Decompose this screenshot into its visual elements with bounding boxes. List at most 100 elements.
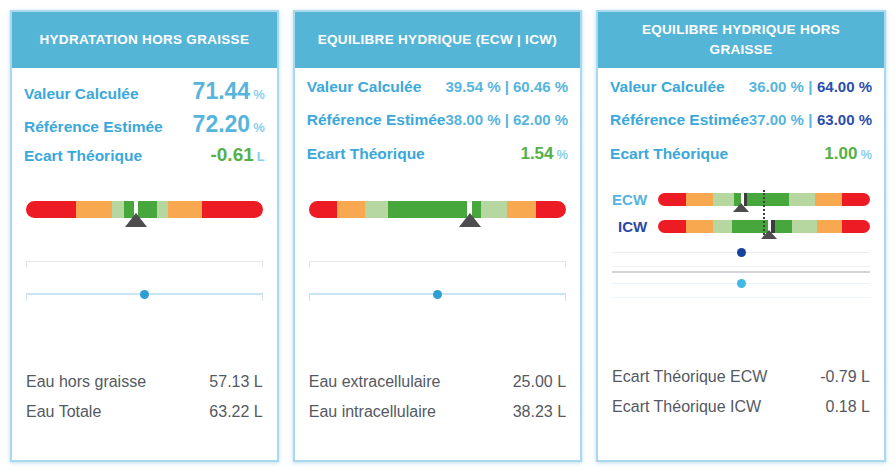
card-body: Valeur Calculée 71.44% Référence Estimée… bbox=[12, 68, 277, 460]
card-body: Valeur Calculée 39.54 % | 60.46 % Référe… bbox=[295, 68, 580, 460]
gauge-bar bbox=[658, 193, 870, 206]
detail-value: 38.23 L bbox=[513, 403, 566, 421]
gauge-segment-orange bbox=[686, 220, 714, 233]
gauge-segment-red bbox=[658, 220, 686, 233]
detail-label: Ecart Théorique ECW bbox=[612, 368, 767, 386]
slider-divider bbox=[612, 271, 870, 273]
ecw-gauge bbox=[658, 193, 870, 206]
detail-label: Eau extracellulaire bbox=[309, 373, 441, 391]
stat-label: Valeur Calculée bbox=[610, 78, 725, 96]
detail-row: Ecart Théorique ECW -0.79 L bbox=[612, 362, 870, 392]
value-separator: | bbox=[808, 111, 812, 128]
detail-row: Eau extracellulaire 25.00 L bbox=[309, 367, 566, 397]
row-reference-estimee: Référence Estimée 72.20% bbox=[24, 111, 265, 142]
card-body: Valeur Calculée 36.00 % | 64.00 % Référe… bbox=[598, 68, 884, 460]
gauge-marker-icon bbox=[733, 203, 749, 212]
detail-value: -0.79 L bbox=[820, 368, 870, 386]
row-valeur-calculee: Valeur Calculée 71.44% bbox=[24, 78, 265, 109]
value-slider[interactable] bbox=[309, 261, 566, 295]
icw-label: ICW bbox=[612, 218, 658, 235]
row-valeur-calculee: Valeur Calculée 39.54 % | 60.46 % bbox=[307, 78, 568, 109]
slider-handle[interactable] bbox=[140, 290, 149, 299]
ecw-icw-gauges: ECW ICW bbox=[612, 193, 870, 233]
gauge-segment-red bbox=[202, 201, 262, 218]
stat-label: Valeur Calculée bbox=[307, 78, 422, 96]
unit-label: % bbox=[860, 147, 872, 162]
gauge-segment-green bbox=[747, 193, 789, 206]
card-equilibre-hydrique: EQUILIBRE HYDRIQUE (ECW | ICW) Valeur Ca… bbox=[293, 10, 582, 462]
gauge-segment-orange bbox=[686, 193, 714, 206]
stat-value: 1.54% bbox=[520, 144, 568, 164]
gauge-segment-lightgreen bbox=[713, 193, 734, 206]
stat-label: Valeur Calculée bbox=[24, 85, 139, 103]
gauge-segment-green bbox=[388, 201, 466, 218]
stat-value: 1.00% bbox=[824, 144, 872, 164]
gauge-segment-red bbox=[842, 220, 870, 233]
card-title: EQUILIBRE HYDRIQUE HORS GRAISSE bbox=[598, 12, 884, 68]
gauge-marker-icon bbox=[761, 230, 777, 239]
stat-label: Ecart Théorique bbox=[307, 145, 425, 163]
gauge-segment-lightgreen bbox=[481, 201, 507, 218]
row-reference-estimee: Référence Estimée 37.00 % | 63.00 % bbox=[610, 111, 872, 142]
icw-gauge bbox=[658, 220, 870, 233]
ecw-slider[interactable] bbox=[612, 252, 870, 267]
detail-label: Eau hors graisse bbox=[26, 373, 146, 391]
gauge-segment-red bbox=[658, 193, 686, 206]
gauge-marker-icon bbox=[459, 213, 481, 227]
detail-value: 0.18 L bbox=[826, 398, 870, 416]
stat-label: Référence Estimée bbox=[24, 118, 163, 136]
gauge-segment-orange bbox=[337, 201, 365, 218]
ecw-slider-handle[interactable] bbox=[737, 248, 746, 257]
detail-row: Eau intracellulaire 38.23 L bbox=[309, 397, 566, 427]
icw-slider-handle[interactable] bbox=[737, 279, 746, 288]
gauge-segment-orange bbox=[817, 220, 842, 233]
detail-value: 63.22 L bbox=[209, 403, 262, 421]
gauge-marker-icon bbox=[125, 213, 147, 227]
row-ecart-theorique: Ecart Théorique 1.00% bbox=[610, 144, 872, 175]
gauge-segment-lightgreen bbox=[365, 201, 388, 218]
ecw-label: ECW bbox=[612, 191, 658, 208]
gauge-segment-red bbox=[842, 193, 870, 206]
card-title: EQUILIBRE HYDRIQUE (ECW | ICW) bbox=[295, 12, 580, 68]
gauge-segment-orange bbox=[76, 201, 113, 218]
row-ecart-theorique: Ecart Théorique -0.61L bbox=[24, 144, 265, 175]
stat-value: 71.44% bbox=[193, 78, 265, 105]
stat-value: 72.20% bbox=[193, 111, 265, 138]
gauge-segment-orange bbox=[168, 201, 202, 218]
unit-label: % bbox=[557, 147, 569, 162]
detail-list: Ecart Théorique ECW -0.79 L Ecart Théori… bbox=[610, 362, 872, 422]
unit-label: L bbox=[257, 149, 265, 164]
unit-label: % bbox=[253, 87, 265, 102]
balance-gauge bbox=[309, 201, 566, 235]
detail-row: Eau Totale 63.22 L bbox=[26, 397, 263, 427]
gauge-segment-lightgreen bbox=[789, 193, 814, 206]
detail-value: 25.00 L bbox=[513, 373, 566, 391]
card-hydratation-hors-graisse: HYDRATATION HORS GRAISSE Valeur Calculée… bbox=[10, 10, 279, 462]
gauge-segment-lightgreen bbox=[112, 201, 124, 218]
hydration-gauge bbox=[26, 201, 263, 235]
detail-value: 57.13 L bbox=[209, 373, 262, 391]
detail-list: Eau extracellulaire 25.00 L Eau intracel… bbox=[307, 367, 568, 427]
gauge-segment-red bbox=[26, 201, 76, 218]
slider-handle[interactable] bbox=[433, 290, 442, 299]
card-equilibre-hydrique-hors-graisse: EQUILIBRE HYDRIQUE HORS GRAISSE Valeur C… bbox=[596, 10, 886, 462]
gauge-segment-red bbox=[536, 201, 566, 218]
icw-slider[interactable] bbox=[612, 283, 870, 298]
value-separator: | bbox=[808, 78, 812, 95]
icw-gauge-row: ICW bbox=[612, 220, 870, 233]
stat-value: 39.54 % | 60.46 % bbox=[445, 78, 568, 95]
detail-row: Eau hors graisse 57.13 L bbox=[26, 367, 263, 397]
slider-upper-track bbox=[26, 261, 263, 262]
slider-upper-track bbox=[309, 261, 566, 262]
detail-label: Eau Totale bbox=[26, 403, 101, 421]
ecw-gauge-row: ECW bbox=[612, 193, 870, 206]
gauge-segment-orange bbox=[815, 193, 843, 206]
dashboard: HYDRATATION HORS GRAISSE Valeur Calculée… bbox=[0, 0, 896, 462]
value-slider[interactable] bbox=[26, 261, 263, 295]
detail-list: Eau hors graisse 57.13 L Eau Totale 63.2… bbox=[24, 367, 265, 427]
row-ecart-theorique: Ecart Théorique 1.54% bbox=[307, 144, 568, 175]
detail-row: Ecart Théorique ICW 0.18 L bbox=[612, 392, 870, 422]
row-valeur-calculee: Valeur Calculée 36.00 % | 64.00 % bbox=[610, 78, 872, 109]
stat-value: 37.00 % | 63.00 % bbox=[749, 111, 872, 129]
card-title: HYDRATATION HORS GRAISSE bbox=[12, 12, 277, 68]
